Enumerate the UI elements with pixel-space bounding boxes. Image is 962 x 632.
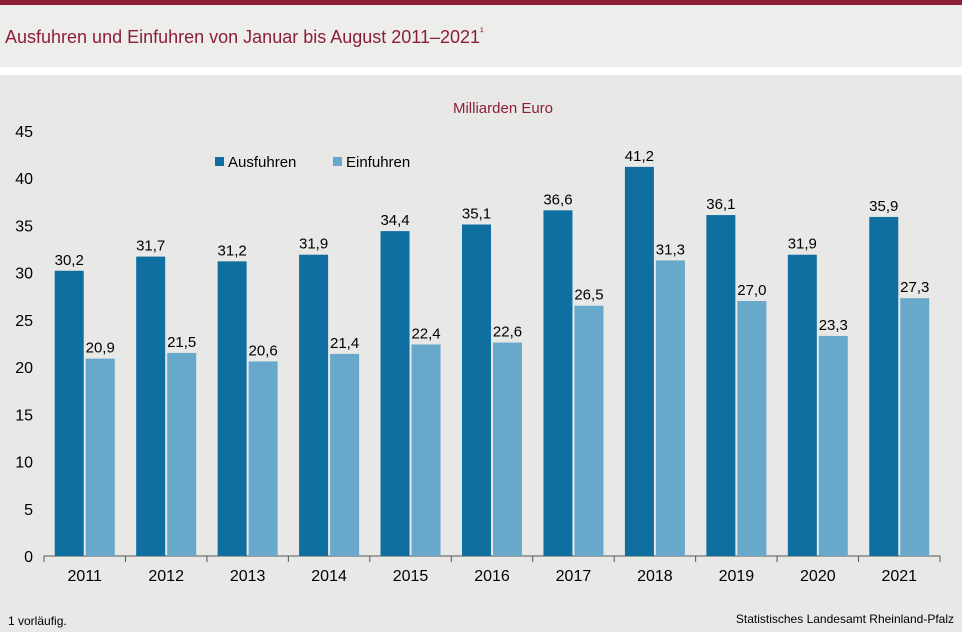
bar-einfuhren-2015 [411, 344, 441, 556]
data-label-ausfuhren-2013: 31,2 [218, 242, 247, 259]
separator [0, 67, 962, 75]
y-tick-label: 25 [15, 313, 33, 330]
x-tick-label: 2018 [637, 568, 673, 585]
x-tick-label: 2011 [68, 568, 103, 585]
data-label-einfuhren-2020: 23,3 [819, 317, 848, 334]
x-tick-label: 2014 [311, 568, 347, 585]
data-label-einfuhren-2017: 26,5 [574, 287, 603, 304]
y-tick-label: 45 [15, 124, 33, 141]
x-tick-label: 2016 [474, 568, 510, 585]
data-label-einfuhren-2021: 27,3 [900, 279, 929, 296]
legend-label-einfuhren: Einfuhren [346, 154, 410, 171]
data-label-ausfuhren-2020: 31,9 [788, 236, 817, 253]
bar-ausfuhren-2015 [380, 231, 410, 556]
y-tick-label: 30 [15, 266, 33, 283]
footnote: 1 vorläufig. [8, 614, 67, 628]
data-label-ausfuhren-2015: 34,4 [380, 212, 409, 229]
data-label-einfuhren-2014: 21,4 [330, 335, 359, 352]
bar-chart: Milliarden Euro 0 5 10 15 20 25 30 35 40 45 30,2 20,… [15, 100, 941, 585]
legend-swatch-einfuhren [333, 157, 342, 166]
bar-ausfuhren-2014 [299, 254, 329, 556]
data-label-ausfuhren-2012: 31,7 [136, 238, 165, 255]
data-label-ausfuhren-2011: 30,2 [55, 252, 84, 269]
x-tick-label: 2017 [556, 568, 592, 585]
x-tick-label: 2021 [881, 568, 917, 585]
y-tick-label: 0 [24, 549, 33, 566]
y-tick-label: 15 [15, 407, 33, 424]
bar-ausfuhren-2020 [787, 254, 817, 556]
unit-label: Milliarden Euro [453, 100, 553, 117]
bar-ausfuhren-2021 [869, 216, 899, 556]
data-label-ausfuhren-2021: 35,9 [869, 198, 898, 215]
legend-label-ausfuhren: Ausfuhren [228, 154, 296, 171]
top-accent-bar [0, 0, 962, 5]
data-label-ausfuhren-2017: 36,6 [543, 191, 572, 208]
data-label-ausfuhren-2014: 31,9 [299, 236, 328, 253]
data-label-einfuhren-2013: 20,6 [249, 342, 278, 359]
bar-einfuhren-2019 [737, 301, 767, 556]
bar-einfuhren-2018 [655, 260, 685, 556]
bar-ausfuhren-2013 [217, 261, 247, 556]
chart-title: Ausfuhren und Einfuhren von Januar bis A… [5, 26, 484, 47]
chart-area: Milliarden Euro 0 5 10 15 20 25 30 35 40 45 30,2 20,… [0, 75, 962, 632]
x-tick-label: 2020 [800, 568, 836, 585]
data-label-einfuhren-2015: 22,4 [411, 325, 440, 342]
y-tick-label: 5 [24, 502, 33, 519]
x-tick-label: 2019 [719, 568, 755, 585]
bar-einfuhren-2011 [85, 358, 115, 556]
y-tick-label: 10 [15, 455, 33, 472]
bar-einfuhren-2021 [900, 298, 930, 556]
bar-einfuhren-2014 [330, 353, 360, 556]
bar-ausfuhren-2016 [462, 224, 491, 556]
bar-einfuhren-2013 [248, 361, 278, 556]
bar-einfuhren-2017 [574, 305, 604, 556]
x-tick-label: 2013 [230, 568, 266, 585]
title-area: Ausfuhren und Einfuhren von Januar bis A… [0, 5, 962, 67]
bar-einfuhren-2020 [818, 335, 848, 556]
data-label-einfuhren-2019: 27,0 [737, 282, 766, 299]
data-label-einfuhren-2016: 22,6 [493, 324, 522, 341]
y-tick-label: 40 [15, 171, 33, 188]
bar-einfuhren-2012 [167, 352, 197, 556]
bar-ausfuhren-2019 [706, 215, 736, 557]
y-tick-label: 20 [15, 360, 33, 377]
bar-ausfuhren-2017 [543, 210, 573, 557]
source-note: Statistisches Landesamt Rheinland-Pfalz [735, 612, 954, 626]
bar-einfuhren-2016 [493, 342, 522, 556]
bar-ausfuhren-2018 [624, 166, 654, 556]
data-label-einfuhren-2012: 21,5 [167, 334, 196, 351]
bar-ausfuhren-2011 [54, 270, 84, 556]
data-label-ausfuhren-2016: 35,1 [462, 206, 491, 223]
data-label-einfuhren-2018: 31,3 [656, 241, 685, 258]
x-tick-label: 2012 [148, 568, 184, 585]
legend-swatch-ausfuhren [215, 157, 224, 166]
y-tick-label: 35 [15, 218, 33, 235]
bar-ausfuhren-2012 [136, 256, 166, 556]
x-tick-label: 2015 [393, 568, 429, 585]
title-footnote-mark: ¹ [480, 26, 484, 38]
data-label-ausfuhren-2018: 41,2 [625, 148, 654, 165]
data-label-einfuhren-2011: 20,9 [86, 340, 115, 357]
data-label-ausfuhren-2019: 36,1 [706, 196, 735, 213]
